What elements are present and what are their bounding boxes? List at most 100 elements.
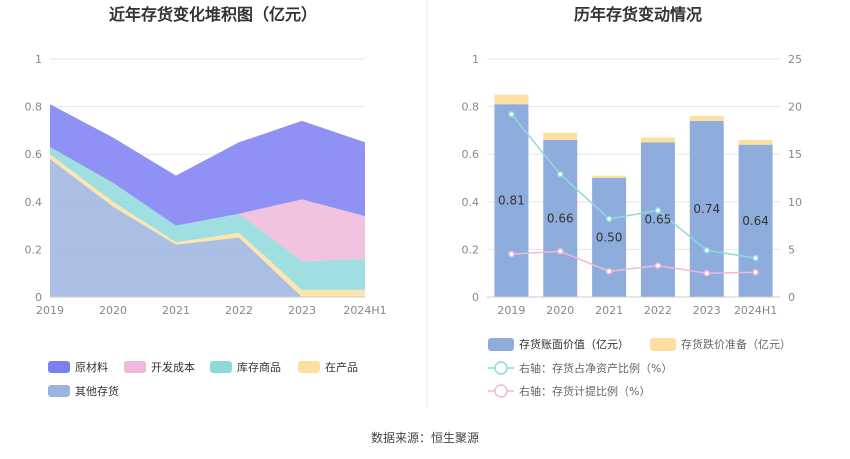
left-y-tick-label: 1 xyxy=(35,53,42,66)
left-y-tick-label: 0.2 xyxy=(25,243,43,256)
right-y-tick-label: 1 xyxy=(472,53,479,66)
right-y-tick-label: 0 xyxy=(472,291,479,304)
right-y2-tick-label: 10 xyxy=(788,196,802,209)
bar-impairment-reserve xyxy=(592,175,627,178)
left-x-tick-label: 2019 xyxy=(36,304,64,317)
legend-label: 开发成本 xyxy=(151,360,195,374)
bar-data-label: 0.74 xyxy=(693,202,720,216)
legend-swatch-in_production xyxy=(298,361,320,373)
line-series-line_provision xyxy=(511,250,756,274)
bar-data-label: 0.50 xyxy=(596,231,623,245)
right-right-y-axis-ticks: 0 5 10 15 20 25 xyxy=(788,53,802,304)
right-y-tick-label: 0.8 xyxy=(462,101,480,114)
legend-label: 原材料 xyxy=(75,360,108,374)
legend-swatch-dev_cost xyxy=(124,361,146,373)
left-y-tick-label: 0.4 xyxy=(25,196,43,209)
legend-label: 在产品 xyxy=(325,360,358,374)
right-bar-labels: 0.81 0.66 0.50 0.65 0.74 0.64 xyxy=(498,194,769,245)
right-left-y-axis-ticks: 0 0.2 0.4 0.6 0.8 1 xyxy=(462,53,480,304)
right-line-series xyxy=(508,110,759,277)
line-point-line_ratio xyxy=(508,110,515,118)
left-y-tick-label: 0 xyxy=(35,291,42,304)
right-x-tick-label: 2022 xyxy=(644,304,672,317)
bar-impairment-reserve xyxy=(543,132,578,140)
left-x-tick-label: 2022 xyxy=(225,304,253,317)
right-y-tick-label: 0.6 xyxy=(462,148,480,161)
left-x-tick-label: 2024H1 xyxy=(343,304,386,317)
right-y-tick-label: 0.4 xyxy=(462,196,480,209)
right-y-tick-label: 0.2 xyxy=(462,243,480,256)
bar-data-label: 0.64 xyxy=(742,214,769,228)
line-point-line_ratio xyxy=(752,254,759,262)
right-x-tick-label: 2020 xyxy=(546,304,574,317)
line-point-line_provision xyxy=(605,268,613,275)
legend-label: 右轴：存货计提比例（%） xyxy=(519,384,650,398)
line-point-line_provision xyxy=(703,269,710,277)
legend-label: 其他存货 xyxy=(75,384,119,398)
area-series-stock_goods xyxy=(50,147,365,290)
area-series-other xyxy=(50,158,365,297)
right-y2-tick-label: 20 xyxy=(788,101,802,114)
legend-label: 库存商品 xyxy=(237,360,281,374)
right-chart-title: 历年存货变动情况 xyxy=(574,5,702,24)
line-point-line_provision xyxy=(508,250,515,258)
line-point-line_provision xyxy=(557,248,564,255)
legend-swatch-stock_goods xyxy=(210,361,232,373)
line-point-line_ratio xyxy=(654,207,662,214)
left-y-tick-label: 0.8 xyxy=(25,101,43,114)
left-y-axis-ticks: 0 0.2 0.4 0.6 0.8 1 xyxy=(25,53,43,304)
left-x-tick-label: 2023 xyxy=(288,304,316,317)
right-y2-tick-label: 0 xyxy=(788,291,795,304)
left-x-tick-label: 2021 xyxy=(162,304,190,317)
line-point-line_provision xyxy=(654,262,662,269)
legend-label: 存货账面价值（亿元） xyxy=(519,337,629,351)
left-area-series xyxy=(50,104,365,297)
area-series-dev_cost xyxy=(50,147,365,262)
line-point-line_ratio xyxy=(605,215,613,223)
left-y-tick-label: 0.6 xyxy=(25,148,43,161)
bar-impairment-reserve xyxy=(689,116,724,121)
line-point-line_ratio xyxy=(557,170,564,178)
bar-line-chart: 历年存货变动情况 0.810.660.500.650.740.64 00.20.… xyxy=(462,5,803,398)
right-legend: 存货账面价值（亿元） 存货跌价准备（亿元） 右轴：存货占净资产比例（%） 右轴：存货计… xyxy=(488,337,791,398)
legend-label: 存货跌价准备（亿元） xyxy=(681,337,791,351)
right-gridlines xyxy=(487,58,780,298)
right-x-tick-label: 2021 xyxy=(595,304,623,317)
right-x-axis-ticks: 2019 2020 2021 2022 2023 2024H1 xyxy=(487,296,780,317)
bar-data-label: 0.81 xyxy=(498,194,525,208)
right-x-tick-label: 2019 xyxy=(497,304,525,317)
line-point-line_ratio xyxy=(703,247,710,254)
stacked-area-chart: 近年存货变化堆积图（亿元） 0 0.2 0.4 0.6 0.8 1 2019 2020 202… xyxy=(25,5,387,398)
bar-inventory-value xyxy=(689,120,724,297)
area-series-raw_material xyxy=(50,104,365,226)
right-y2-tick-label: 5 xyxy=(788,243,795,256)
right-y2-tick-label: 15 xyxy=(788,148,802,161)
legend-label: 右轴：存货占净资产比例（%） xyxy=(519,361,672,375)
left-x-tick-label: 2020 xyxy=(99,304,127,317)
left-x-axis-ticks: 2019 2020 2021 2022 2023 2024H1 xyxy=(36,296,387,317)
legend-swatch-raw_material xyxy=(48,361,70,373)
legend-marker-line_provision xyxy=(494,384,508,398)
line-point-line_provision xyxy=(752,268,759,276)
bar-inventory-value xyxy=(494,104,529,297)
line-series-line_ratio xyxy=(510,113,756,259)
left-chart-title: 近年存货变化堆积图（亿元） xyxy=(109,5,317,24)
bar-impairment-reserve xyxy=(738,139,773,145)
right-x-tick-label: 2024H1 xyxy=(734,304,777,317)
right-bar-series xyxy=(494,94,773,297)
bar-data-label: 0.66 xyxy=(547,211,574,225)
source-note: 数据来源：恒生聚源 xyxy=(371,430,479,445)
legend-swatch-other xyxy=(48,385,70,397)
bar-impairment-reserve xyxy=(494,94,529,105)
bar-impairment-reserve xyxy=(640,137,675,143)
bar-inventory-value xyxy=(592,178,627,297)
legend-swatch-impairment xyxy=(650,338,676,351)
legend-marker-line_ratio xyxy=(494,361,508,375)
bar-data-label: 0.65 xyxy=(645,213,672,227)
right-y2-tick-label: 25 xyxy=(788,53,802,66)
bar-inventory-value xyxy=(543,139,578,297)
right-x-tick-label: 2023 xyxy=(693,304,721,317)
legend-swatch-inventory-value xyxy=(488,338,514,351)
